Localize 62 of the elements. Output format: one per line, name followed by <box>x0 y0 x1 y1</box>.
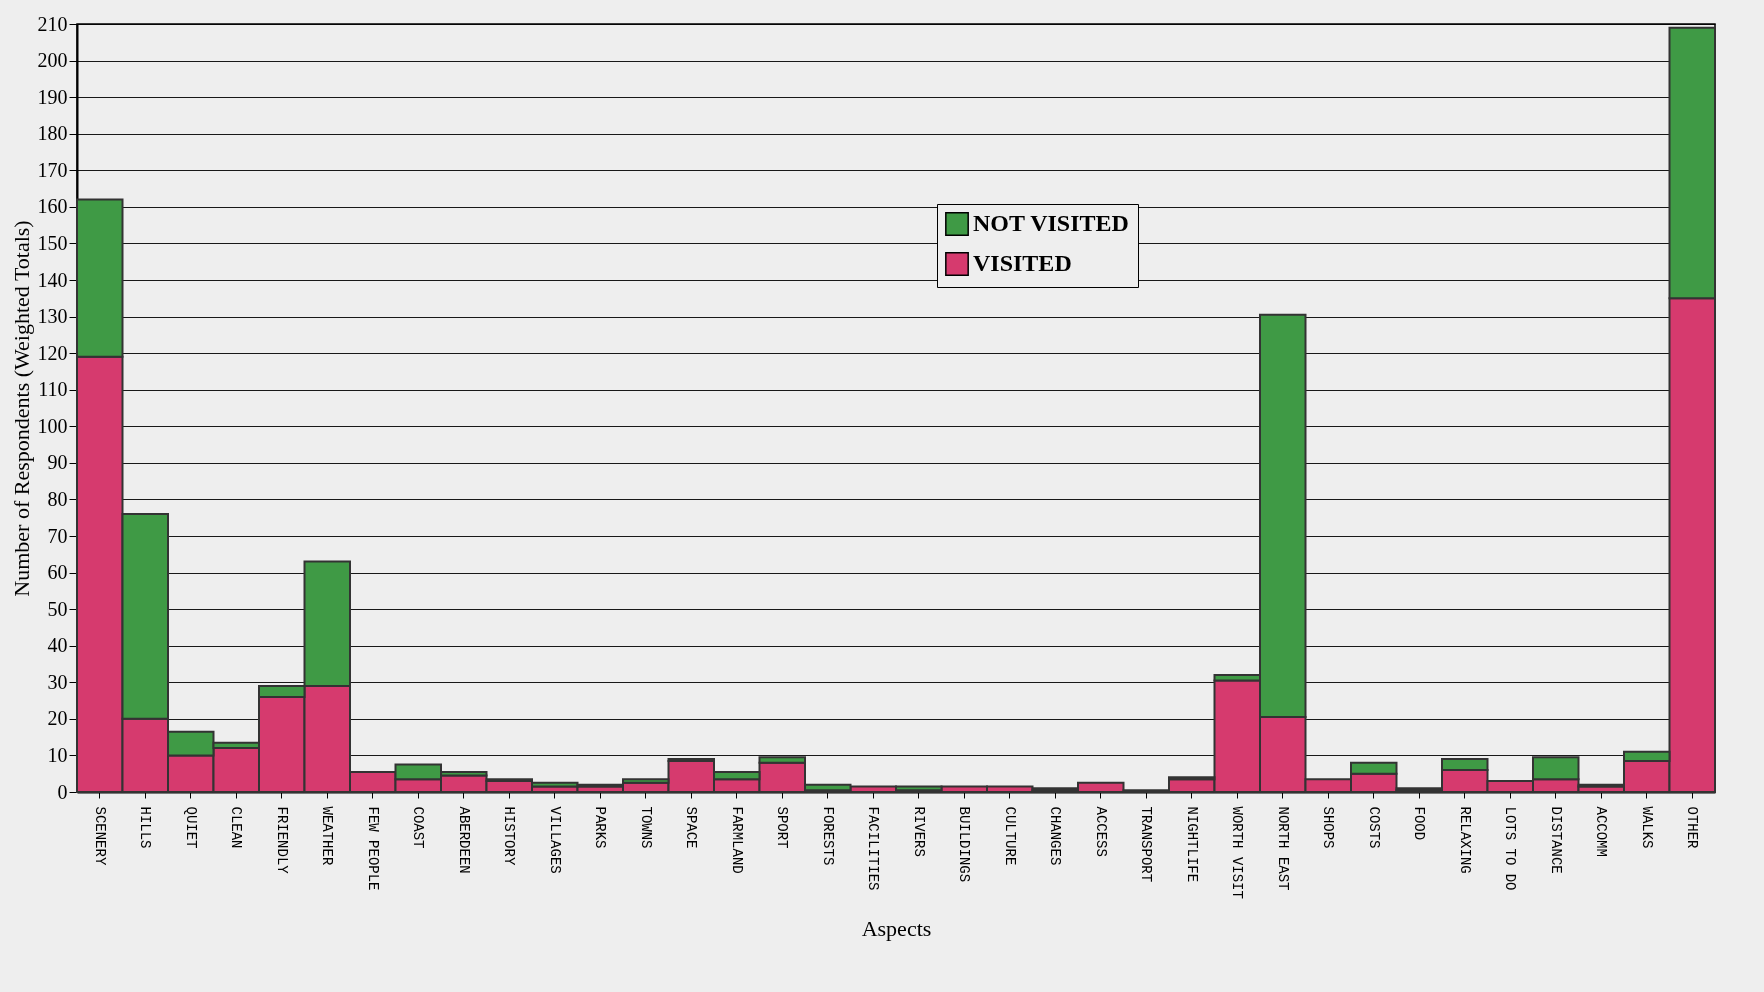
y-tick-label: 140 <box>37 268 68 291</box>
x-tick-label: BUILDINGS <box>956 806 973 883</box>
y-tick-label: 150 <box>37 231 68 254</box>
x-tick-label: QUIET <box>182 806 199 849</box>
x-tick-label: LOTS TO DO <box>1502 806 1519 891</box>
x-tick-label: SPORT <box>774 806 791 849</box>
x-tick-label: NIGHTLIFE <box>1183 806 1200 883</box>
x-tick-label: CHANGES <box>1047 806 1064 866</box>
x-tick-label: CULTURE <box>1001 806 1018 866</box>
x-tick-label: TOWNS <box>637 806 654 849</box>
y-tick-label: 190 <box>37 85 68 108</box>
x-tick-label: COAST <box>410 806 427 849</box>
x-tick-label: ABERDEEN <box>455 806 472 874</box>
x-tick-label: FARMLAND <box>728 806 745 874</box>
x-tick-label: PARKS <box>592 806 609 849</box>
y-tick-label: 80 <box>47 487 68 510</box>
x-axis-title: Aspects <box>861 915 932 941</box>
y-tick-label: 160 <box>37 195 68 218</box>
y-tick-label: 60 <box>47 561 68 584</box>
y-tick-label: 20 <box>47 707 68 730</box>
y-tick-label: 120 <box>37 341 68 364</box>
x-tick-label: COSTS <box>1365 806 1382 849</box>
x-tick-label: FEW PEOPLE <box>364 806 381 891</box>
x-tick-label: HILLS <box>137 806 154 849</box>
x-tick-label: FORESTS <box>819 806 836 866</box>
x-tick-label: FRIENDLY <box>273 806 290 875</box>
y-tick-label: 30 <box>47 670 68 693</box>
y-tick-label: 90 <box>47 451 68 474</box>
y-tick-label: 210 <box>37 12 68 35</box>
x-tick-label: SHOPS <box>1320 806 1337 849</box>
x-tick-label: WEATHER <box>319 806 336 866</box>
x-tick-label: WALKS <box>1638 806 1655 849</box>
x-tick-label: ACCOMM <box>1593 806 1610 857</box>
y-tick-label: 70 <box>47 524 68 547</box>
y-tick-label: 130 <box>37 305 68 328</box>
y-tick-label: 200 <box>37 49 68 72</box>
x-tick-label: SPACE <box>683 806 700 849</box>
y-tick-label: 50 <box>47 597 68 620</box>
y-tick-label: 180 <box>37 122 68 145</box>
x-tick-label: FACILITIES <box>865 806 882 891</box>
legend-label: VISITED <box>973 250 1072 276</box>
x-tick-label: OTHER <box>1684 806 1701 850</box>
x-tick-label: CLEAN <box>228 806 245 849</box>
x-tick-label: TRANSPORT <box>1138 806 1155 883</box>
y-tick-label: 10 <box>47 743 68 766</box>
x-tick-label: RELAXING <box>1456 806 1473 874</box>
x-tick-label: WORTH VISIT <box>1229 806 1246 899</box>
y-tick-label: 40 <box>47 634 68 657</box>
x-tick-label: DISTANCE <box>1547 806 1564 874</box>
x-tick-label: ACCESS <box>1092 806 1109 857</box>
y-tick-label: 100 <box>37 414 68 437</box>
y-tick-label: 170 <box>37 158 68 181</box>
y-tick-label: 0 <box>57 780 68 803</box>
x-tick-label: NORTH EAST <box>1274 806 1291 891</box>
x-tick-label: RIVERS <box>910 806 927 857</box>
x-tick-label: VILLAGES <box>546 806 563 874</box>
y-tick-label: 110 <box>38 378 68 401</box>
x-tick-label: SCENERY <box>91 806 108 866</box>
y-axis-title: Number of Respondents (Weighted Totals) <box>8 220 34 597</box>
x-tick-label: FOOD <box>1411 806 1428 841</box>
x-tick-label: HISTORY <box>501 806 518 866</box>
legend-label: NOT VISITED <box>973 210 1129 236</box>
